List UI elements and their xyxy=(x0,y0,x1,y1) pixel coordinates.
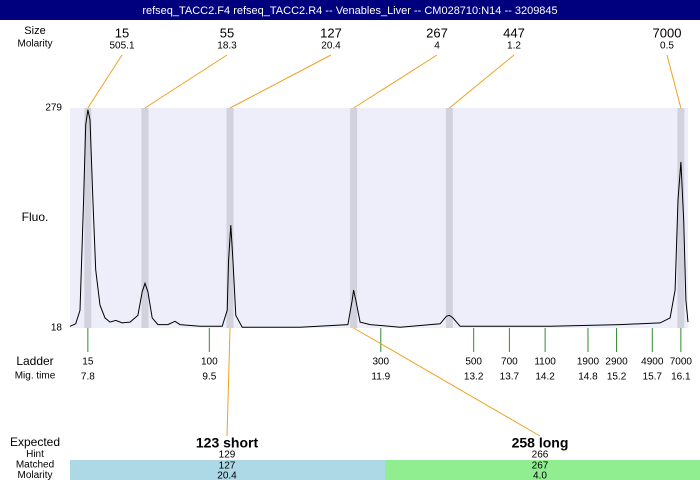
expected-bar xyxy=(385,460,700,480)
row-label: Mig. time xyxy=(15,371,56,382)
expected-bar xyxy=(70,460,385,480)
peak-connector xyxy=(144,54,228,109)
peak-size: 127 xyxy=(320,25,342,40)
ladder-size: 700 xyxy=(501,357,518,368)
y-tick-label: 279 xyxy=(45,103,62,114)
peak-size: 7000 xyxy=(653,25,682,40)
peak-molarity: 18.3 xyxy=(217,41,237,52)
ladder-size: 4900 xyxy=(641,357,664,368)
peak-molarity: 1.2 xyxy=(507,41,521,52)
peak-connector xyxy=(666,54,682,109)
peak-connector xyxy=(87,54,123,109)
ladder-time: 13.2 xyxy=(464,372,484,383)
expected-connector xyxy=(226,327,231,437)
peak-band xyxy=(141,108,149,328)
expected-label: 123 short xyxy=(196,435,259,451)
title-bar xyxy=(0,0,700,20)
peak-molarity: 0.5 xyxy=(660,41,674,52)
peak-band xyxy=(677,108,685,328)
peak-size: 55 xyxy=(220,25,234,40)
peak-connector xyxy=(353,54,438,109)
expected-molarity: 4.0 xyxy=(533,471,547,480)
chart-title: refseq_TACC2.F4 refseq_TACC2.R4 -- Venab… xyxy=(142,5,557,17)
row-label: Molarity xyxy=(17,39,52,50)
expected-matched: 267 xyxy=(532,461,549,472)
ladder-time: 9.5 xyxy=(202,372,216,383)
ladder-time: 15.7 xyxy=(643,372,663,383)
peak-size: 447 xyxy=(503,25,525,40)
row-label: Size xyxy=(24,25,45,37)
peak-band xyxy=(445,108,453,328)
ladder-time: 14.8 xyxy=(578,372,598,383)
peak-band xyxy=(226,108,234,328)
ladder-time: 14.2 xyxy=(535,372,555,383)
trace xyxy=(69,109,689,328)
peak-band xyxy=(350,108,358,328)
peak-connector xyxy=(229,54,332,109)
expected-hint: 266 xyxy=(532,450,549,461)
row-label: Ladder xyxy=(16,354,53,368)
peak-molarity: 505.1 xyxy=(109,41,134,52)
peak-band xyxy=(84,108,92,328)
ladder-size: 300 xyxy=(372,357,389,368)
row-label: Hint xyxy=(26,449,44,460)
expected-label: 258 long xyxy=(512,435,569,451)
peak-molarity: 4 xyxy=(434,41,440,52)
ladder-size: 100 xyxy=(201,357,218,368)
row-label: Expected xyxy=(10,435,60,449)
plot-area xyxy=(70,108,688,328)
ladder-size: 500 xyxy=(465,357,482,368)
ladder-time: 16.1 xyxy=(671,372,691,383)
peak-size: 267 xyxy=(426,25,448,40)
ladder-time: 7.8 xyxy=(81,372,95,383)
expected-molarity: 20.4 xyxy=(217,471,237,480)
peak-connector xyxy=(449,54,515,109)
expected-connector xyxy=(353,327,541,437)
ladder-size: 2900 xyxy=(605,357,628,368)
row-label: Molarity xyxy=(17,470,52,480)
expected-hint: 129 xyxy=(219,450,236,461)
row-label: Matched xyxy=(16,460,54,471)
ladder-size: 1900 xyxy=(577,357,600,368)
ladder-size: 1100 xyxy=(534,357,556,368)
ladder-time: 15.2 xyxy=(607,372,627,383)
peak-size: 15 xyxy=(115,25,129,40)
expected-matched: 127 xyxy=(219,461,236,472)
y-axis-label: Fluo. xyxy=(22,210,49,224)
ladder-size: 7000 xyxy=(670,357,693,368)
ladder-size: 15 xyxy=(82,357,94,368)
peak-molarity: 20.4 xyxy=(321,41,341,52)
y-tick-label: 18 xyxy=(51,323,63,334)
ladder-time: 11.9 xyxy=(371,372,390,383)
ladder-time: 13.7 xyxy=(500,372,520,383)
